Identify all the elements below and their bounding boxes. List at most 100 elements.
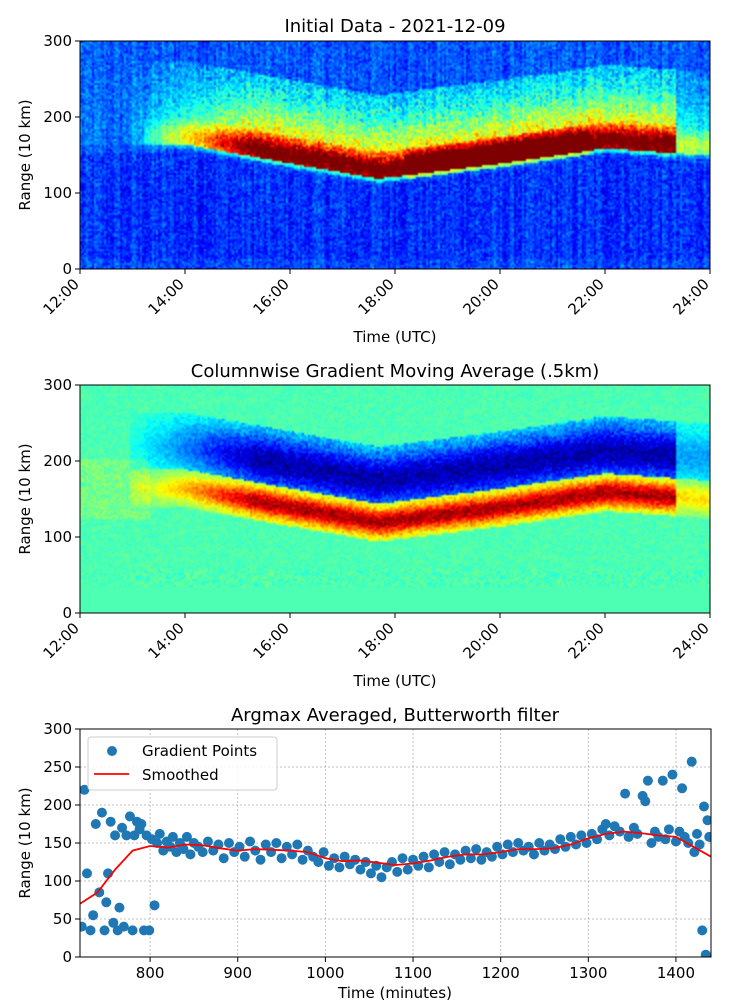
- panel-initial-data: Initial Data - 2021-12-09 12:00 14:00 16:0…: [16, 16, 713, 346]
- gradient-point: [197, 847, 208, 858]
- gradient-point: [99, 925, 110, 936]
- gradient-point: [392, 866, 403, 877]
- gradient-point: [444, 859, 455, 870]
- gradient-point: [167, 831, 178, 842]
- gradient-point: [642, 775, 653, 786]
- gradient-point: [376, 872, 387, 883]
- y-tick-label: 250: [43, 758, 72, 776]
- gradient-point: [334, 862, 345, 873]
- x-tick-label: 24:00: [670, 275, 713, 318]
- gradient-point: [423, 862, 434, 873]
- x-tick-label: 1300: [569, 964, 607, 982]
- gradient-point: [108, 917, 119, 928]
- panel-gradient: Columnwise Gradient Moving Average (.5km…: [16, 361, 713, 690]
- gradient-point: [465, 853, 476, 864]
- panel1-ylabel: Range (10 km): [16, 99, 34, 210]
- panel2-xlabel: Time (UTC): [353, 672, 437, 690]
- gradient-point: [513, 838, 524, 848]
- smoothed-line: [80, 830, 711, 905]
- x-tick-label: 16:00: [250, 275, 293, 318]
- y-tick-label: 300: [43, 720, 72, 738]
- gradient-point: [114, 902, 125, 913]
- y-tick-label: 50: [53, 910, 72, 928]
- panel2-ylabel: Range (10 km): [16, 443, 34, 554]
- gradient-point: [80, 784, 90, 795]
- y-tick-label: 200: [43, 452, 72, 470]
- gradient-point: [402, 864, 413, 875]
- gradient-point: [471, 844, 482, 855]
- y-tick-label: 300: [43, 32, 72, 50]
- y-tick-label: 200: [43, 108, 72, 126]
- panel3-xlabel: Time (minutes): [337, 984, 452, 1000]
- gradient-point: [528, 849, 539, 860]
- y-tick-label: 200: [43, 796, 72, 814]
- gradient-point: [105, 816, 116, 827]
- gradient-point: [429, 849, 440, 860]
- x-tick-label: 1000: [306, 964, 344, 982]
- gradient-point: [623, 831, 634, 842]
- x-tick-label: 1100: [394, 964, 432, 982]
- panel3-x-ticks: 800 900 1000 1100 1200 1300 1400: [136, 957, 695, 982]
- gradient-point: [700, 949, 711, 957]
- gradient-point: [439, 847, 450, 858]
- gradient-point: [88, 910, 99, 921]
- gradient-point: [292, 839, 303, 850]
- gradient-point: [85, 925, 96, 936]
- gradient-point: [218, 853, 229, 864]
- y-tick-label: 0: [62, 604, 72, 622]
- gradient-point: [704, 831, 711, 842]
- gradient-point: [691, 828, 702, 839]
- y-tick-label: 150: [43, 834, 72, 852]
- gradient-point: [365, 868, 376, 879]
- legend-box: [87, 736, 278, 791]
- panel2-x-ticks: 12:00 14:00 16:00 18:00 20:00 22:00 24:00: [40, 613, 713, 662]
- gradient-point: [117, 822, 128, 833]
- x-tick-label: 800: [136, 964, 165, 982]
- y-tick-label: 0: [62, 948, 72, 966]
- gradient-point: [136, 819, 147, 829]
- y-tick-label: 100: [43, 184, 72, 202]
- x-tick-label: 18:00: [355, 275, 398, 318]
- gradient-point: [127, 925, 138, 936]
- gradient-point: [646, 838, 657, 848]
- gradient-point: [181, 831, 192, 842]
- gradient-point: [96, 807, 107, 818]
- gradient-point: [694, 839, 705, 850]
- gradient-point: [260, 839, 271, 850]
- x-tick-label: 14:00: [145, 619, 188, 662]
- gradient-point: [534, 838, 545, 848]
- x-tick-label: 18:00: [355, 619, 398, 662]
- gradient-point: [323, 860, 334, 871]
- x-tick-label: 20:00: [460, 619, 503, 662]
- gradient-point: [418, 851, 429, 862]
- gradient-point: [702, 815, 711, 826]
- legend-label-smoothed: Smoothed: [142, 766, 219, 784]
- gradient-point: [600, 819, 611, 829]
- x-tick-label: 16:00: [250, 619, 293, 662]
- gradient-point: [313, 857, 324, 867]
- panel2-title: Columnwise Gradient Moving Average (.5km…: [191, 361, 599, 382]
- y-tick-label: 300: [43, 376, 72, 394]
- gradient-point: [124, 811, 135, 822]
- gradient-point: [604, 830, 615, 841]
- gradient-point: [82, 868, 93, 879]
- y-tick-label: 100: [43, 528, 72, 546]
- panel1-xlabel: Time (UTC): [353, 328, 437, 346]
- panel3-y-ticks: 0 50 100 150 200 250 300: [43, 720, 80, 966]
- gradient-point: [397, 853, 408, 864]
- legend-label-gradient-points: Gradient Points: [142, 742, 257, 760]
- gradient-point: [698, 801, 709, 812]
- legend: Gradient Points Smoothed: [87, 736, 278, 791]
- gradient-point: [121, 830, 132, 841]
- panel-argmax: Argmax Averaged, Butterworth filter 800 9…: [16, 705, 712, 1000]
- panel1-x-ticks: 12:00 14:00 16:00 18:00 20:00 22:00 24:00: [40, 269, 713, 318]
- gradient-point: [281, 841, 292, 852]
- gradient-point: [287, 849, 298, 860]
- gradient-point: [239, 851, 250, 862]
- panel1-title: Initial Data - 2021-12-09: [284, 16, 505, 37]
- x-tick-label: 1200: [482, 964, 520, 982]
- gradient-point: [632, 828, 643, 839]
- gradient-point: [255, 854, 266, 865]
- gradient-point: [686, 756, 697, 767]
